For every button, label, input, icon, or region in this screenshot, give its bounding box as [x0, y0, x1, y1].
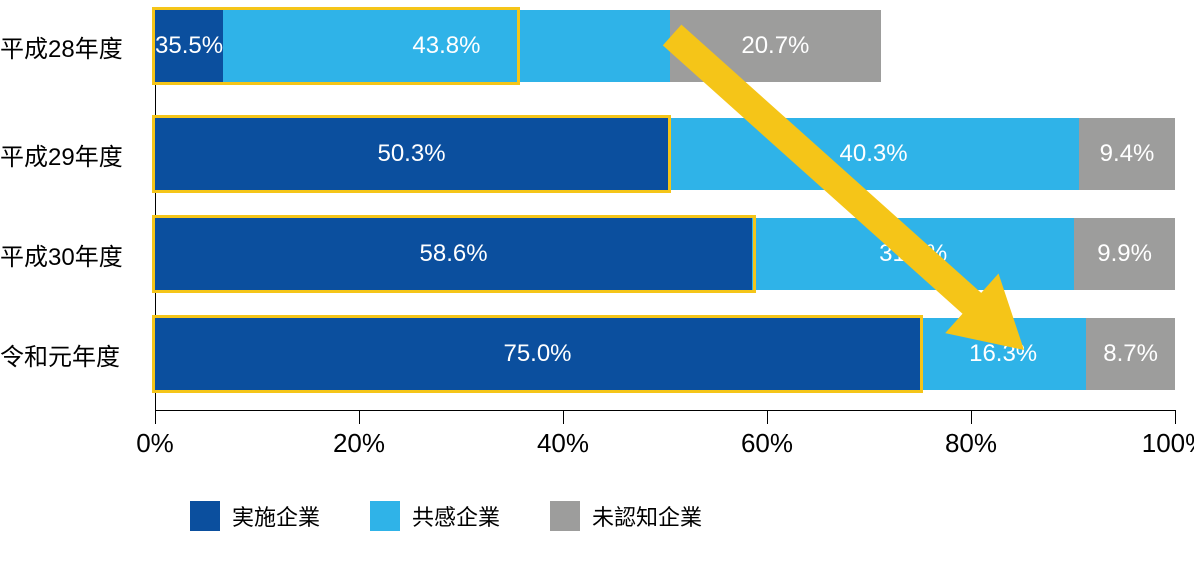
segment-implemented: 58.6% [155, 218, 752, 290]
tick-label: 60% [741, 428, 793, 459]
bar-track: 35.5% 43.8% 20.7% [155, 10, 1175, 82]
bar-row-h28: 平成28年度 35.5% 43.8% 20.7% [155, 10, 1175, 82]
bar-track: 50.3% 40.3% 9.4% [155, 118, 1175, 190]
segment-value: 9.9% [1097, 240, 1152, 268]
segment-unaware: 20.7% [670, 10, 881, 82]
segment-implemented: 50.3% [155, 118, 668, 190]
segment-empathized: 43.8% [223, 10, 670, 82]
segment-value: 8.7% [1103, 340, 1158, 368]
segment-value: 58.6% [420, 240, 488, 268]
segment-value: 50.3% [377, 140, 445, 168]
category-label: 平成30年度 [0, 218, 140, 290]
tick-mark [971, 410, 972, 424]
segment-unaware: 9.4% [1079, 118, 1175, 190]
segment-value: 9.4% [1100, 140, 1155, 168]
legend-item-unaware: 未認知企業 [550, 500, 702, 532]
segment-unaware: 9.9% [1074, 218, 1175, 290]
segment-value: 75.0% [503, 340, 571, 368]
bar-track: 75.0% 16.3% 8.7% [155, 318, 1175, 390]
tick-mark [767, 410, 768, 424]
tick-mark [359, 410, 360, 424]
segment-unaware: 8.7% [1086, 318, 1175, 390]
bar-row-h30: 平成30年度 58.6% 31.6% 9.9% [155, 218, 1175, 290]
plot-area: 平成28年度 35.5% 43.8% 20.7% 平成29年度 50.3% [155, 10, 1175, 410]
tick-label: 20% [333, 428, 385, 459]
legend: 実施企業 共感企業 未認知企業 [190, 500, 702, 532]
segment-value: 43.8% [412, 32, 480, 60]
x-axis: 0% 20% 40% 60% 80% 100% [155, 410, 1175, 470]
tick-label: 80% [945, 428, 997, 459]
tick-label: 100% [1142, 428, 1194, 459]
tick-label: 0% [136, 428, 174, 459]
tick-label: 40% [537, 428, 589, 459]
tick-mark [155, 410, 156, 424]
legend-label: 共感企業 [412, 500, 500, 532]
segment-value: 16.3% [969, 340, 1037, 368]
stacked-bar-chart: 平成28年度 35.5% 43.8% 20.7% 平成29年度 50.3% [0, 0, 1194, 562]
segment-value: 31.6% [879, 240, 947, 268]
legend-swatch [370, 501, 400, 531]
category-label: 令和元年度 [0, 318, 140, 390]
tick-mark [563, 410, 564, 424]
legend-swatch [550, 501, 580, 531]
segment-value: 40.3% [840, 140, 908, 168]
legend-item-implemented: 実施企業 [190, 500, 320, 532]
legend-item-empathized: 共感企業 [370, 500, 500, 532]
segment-value: 20.7% [741, 32, 809, 60]
bar-track: 58.6% 31.6% 9.9% [155, 218, 1175, 290]
segment-empathized: 31.6% [752, 218, 1074, 290]
category-label: 平成29年度 [0, 118, 140, 190]
bar-row-r01: 令和元年度 75.0% 16.3% 8.7% [155, 318, 1175, 390]
legend-swatch [190, 501, 220, 531]
segment-implemented: 75.0% [155, 318, 920, 390]
bar-row-h29: 平成29年度 50.3% 40.3% 9.4% [155, 118, 1175, 190]
legend-label: 実施企業 [232, 500, 320, 532]
segment-empathized: 16.3% [920, 318, 1086, 390]
tick-mark [1175, 410, 1176, 424]
segment-value: 35.5% [155, 32, 223, 60]
segment-implemented: 35.5% [155, 10, 223, 82]
category-label: 平成28年度 [0, 10, 140, 82]
segment-empathized: 40.3% [668, 118, 1079, 190]
legend-label: 未認知企業 [592, 500, 702, 532]
